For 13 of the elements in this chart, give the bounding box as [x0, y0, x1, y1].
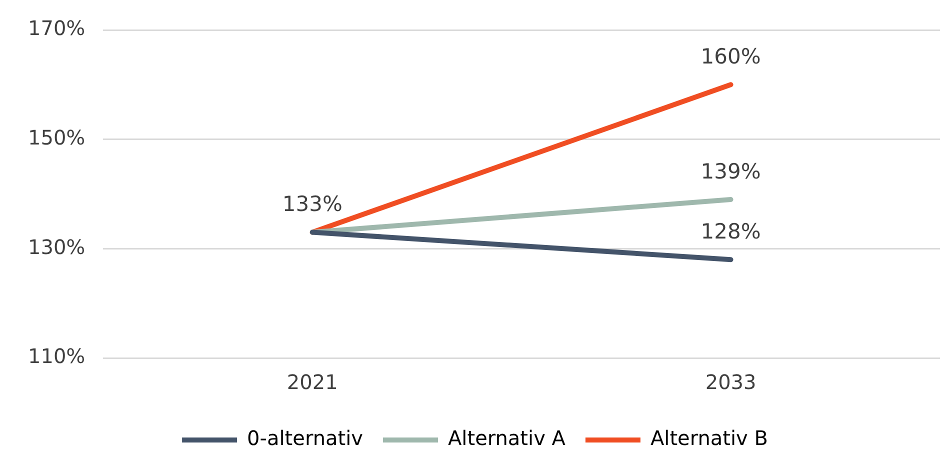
y-tick-label: 130%: [28, 234, 86, 259]
legend-label: Alternativ B: [650, 426, 768, 450]
data-label: 133%: [282, 192, 342, 216]
legend-label: Alternativ A: [448, 426, 566, 450]
y-tick-label: 110%: [28, 344, 86, 368]
x-tick-label: 2033: [705, 370, 756, 394]
legend-label: 0-alternativ: [247, 426, 364, 450]
data-label: 139%: [700, 159, 761, 184]
data-label: 128%: [700, 220, 761, 244]
y-tick-label: 170%: [28, 16, 86, 40]
x-tick-label: 2021: [286, 370, 338, 394]
data-label: 160%: [700, 44, 761, 69]
y-tick-label: 150%: [28, 126, 86, 150]
